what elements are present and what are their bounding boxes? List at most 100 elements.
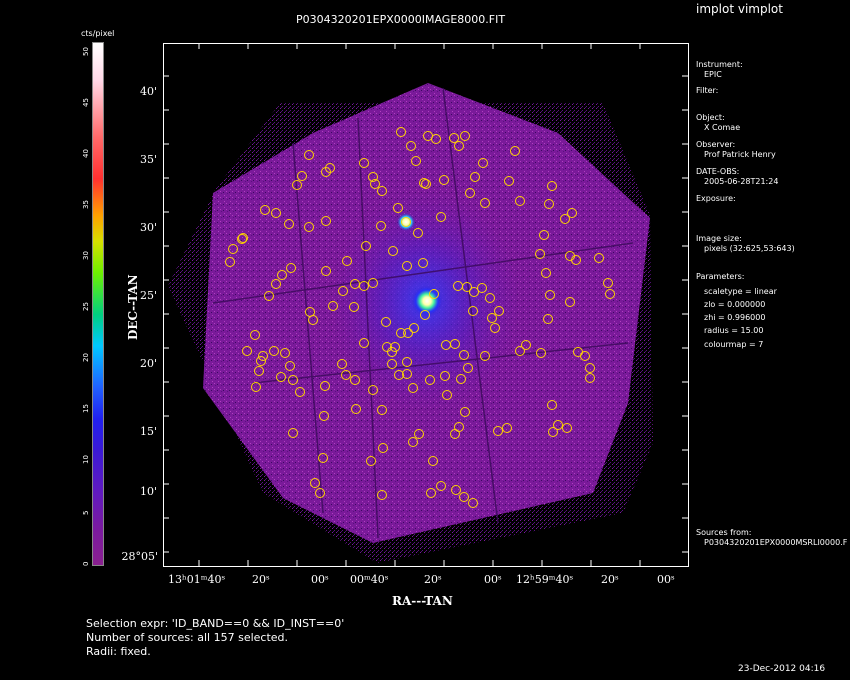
- source-circle[interactable]: [605, 289, 615, 299]
- source-circle[interactable]: [406, 141, 416, 151]
- source-circle[interactable]: [541, 268, 551, 278]
- source-circle[interactable]: [585, 363, 595, 373]
- source-circle[interactable]: [382, 342, 392, 352]
- source-circle[interactable]: [425, 375, 435, 385]
- source-circle[interactable]: [292, 180, 302, 190]
- source-circle[interactable]: [478, 158, 488, 168]
- source-circle[interactable]: [370, 179, 380, 189]
- source-circle[interactable]: [337, 359, 347, 369]
- source-circle[interactable]: [418, 258, 428, 268]
- source-circle[interactable]: [238, 233, 248, 243]
- source-circle[interactable]: [359, 281, 369, 291]
- source-circle[interactable]: [449, 133, 459, 143]
- source-circle[interactable]: [565, 251, 575, 261]
- source-circle[interactable]: [285, 361, 295, 371]
- source-circle[interactable]: [350, 375, 360, 385]
- source-circle[interactable]: [456, 374, 466, 384]
- source-circle[interactable]: [376, 221, 386, 231]
- source-circle[interactable]: [487, 313, 497, 323]
- source-circle[interactable]: [480, 198, 490, 208]
- source-circle[interactable]: [271, 279, 281, 289]
- source-circle[interactable]: [428, 456, 438, 466]
- source-circle[interactable]: [342, 256, 352, 266]
- source-circle[interactable]: [493, 426, 503, 436]
- source-circle[interactable]: [436, 212, 446, 222]
- source-circle[interactable]: [394, 370, 404, 380]
- source-circle[interactable]: [402, 357, 412, 367]
- source-circle[interactable]: [228, 244, 238, 254]
- source-circle[interactable]: [225, 257, 235, 267]
- source-circle[interactable]: [288, 375, 298, 385]
- source-circle[interactable]: [401, 217, 411, 227]
- source-circle[interactable]: [460, 407, 470, 417]
- source-circle[interactable]: [269, 346, 279, 356]
- source-circle[interactable]: [388, 246, 398, 256]
- source-circle[interactable]: [539, 230, 549, 240]
- source-circle[interactable]: [368, 385, 378, 395]
- source-circle[interactable]: [485, 293, 495, 303]
- source-circle[interactable]: [468, 306, 478, 316]
- source-circle[interactable]: [553, 420, 563, 430]
- source-circle[interactable]: [585, 373, 595, 383]
- source-circle[interactable]: [387, 359, 397, 369]
- source-circle[interactable]: [387, 347, 397, 357]
- source-circle[interactable]: [318, 453, 328, 463]
- source-circle[interactable]: [536, 348, 546, 358]
- source-circle[interactable]: [450, 339, 460, 349]
- source-circle[interactable]: [377, 490, 387, 500]
- source-circle[interactable]: [254, 366, 264, 376]
- source-circle[interactable]: [368, 278, 378, 288]
- source-circle[interactable]: [264, 291, 274, 301]
- source-circle[interactable]: [286, 263, 296, 273]
- source-circle[interactable]: [304, 150, 314, 160]
- source-circle[interactable]: [515, 196, 525, 206]
- source-circle[interactable]: [396, 328, 406, 338]
- source-circle[interactable]: [603, 278, 613, 288]
- source-circle[interactable]: [258, 351, 268, 361]
- source-circle[interactable]: [366, 456, 376, 466]
- source-circle[interactable]: [440, 371, 450, 381]
- source-circle[interactable]: [250, 330, 260, 340]
- source-circle[interactable]: [594, 253, 604, 263]
- source-circle[interactable]: [459, 350, 469, 360]
- source-circle[interactable]: [251, 382, 261, 392]
- source-circle[interactable]: [419, 178, 429, 188]
- source-circle[interactable]: [565, 297, 575, 307]
- source-circle[interactable]: [319, 411, 329, 421]
- source-circle[interactable]: [393, 203, 403, 213]
- source-circle[interactable]: [480, 351, 490, 361]
- source-circle[interactable]: [277, 270, 287, 280]
- source-circle[interactable]: [544, 199, 554, 209]
- source-circle[interactable]: [295, 387, 305, 397]
- source-circle[interactable]: [260, 205, 270, 215]
- source-circle[interactable]: [490, 323, 500, 333]
- source-circle[interactable]: [315, 488, 325, 498]
- source-circle[interactable]: [494, 306, 504, 316]
- source-circle[interactable]: [515, 346, 525, 356]
- source-circle[interactable]: [454, 141, 464, 151]
- source-circle[interactable]: [450, 429, 460, 439]
- source-circle[interactable]: [562, 423, 572, 433]
- source-circle[interactable]: [377, 405, 387, 415]
- source-circle[interactable]: [547, 181, 557, 191]
- source-circle[interactable]: [349, 302, 359, 312]
- source-circle[interactable]: [460, 131, 470, 141]
- source-circle[interactable]: [361, 241, 371, 251]
- source-circle[interactable]: [465, 188, 475, 198]
- source-circle[interactable]: [580, 351, 590, 361]
- source-circle[interactable]: [459, 492, 469, 502]
- sky-image[interactable]: [163, 43, 689, 567]
- source-circle[interactable]: [408, 437, 418, 447]
- source-circle[interactable]: [390, 342, 400, 352]
- source-circle[interactable]: [359, 158, 369, 168]
- source-circle[interactable]: [548, 427, 558, 437]
- source-circle[interactable]: [502, 423, 512, 433]
- source-circle[interactable]: [341, 370, 351, 380]
- source-circle[interactable]: [256, 356, 266, 366]
- source-circle[interactable]: [436, 481, 446, 491]
- source-circle[interactable]: [414, 429, 424, 439]
- source-circle[interactable]: [377, 186, 387, 196]
- source-circle[interactable]: [321, 266, 331, 276]
- source-circle[interactable]: [468, 498, 478, 508]
- source-circle[interactable]: [280, 348, 290, 358]
